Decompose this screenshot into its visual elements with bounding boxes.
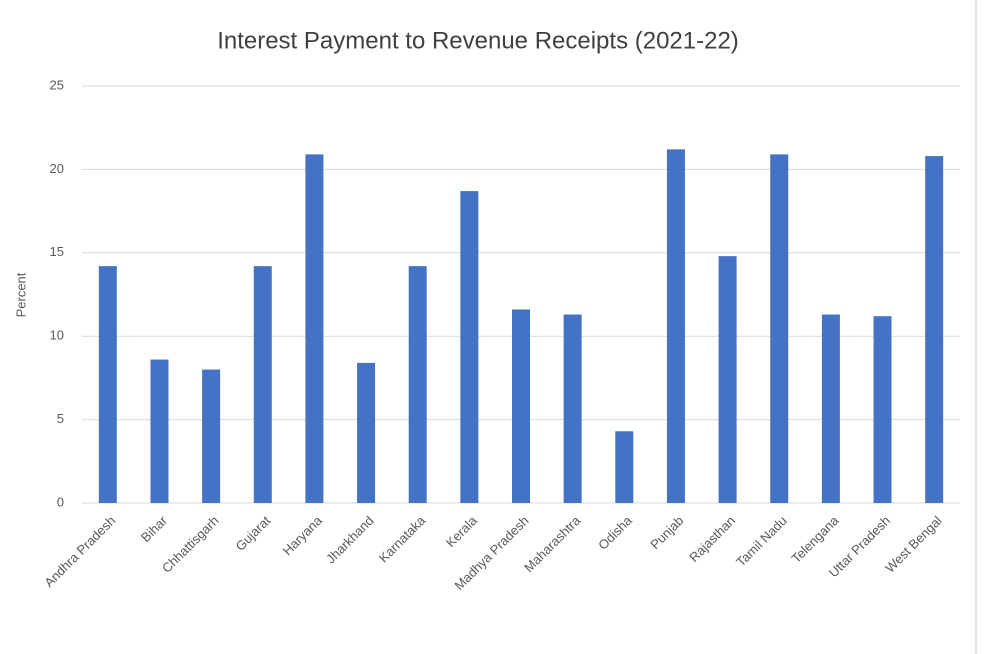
bar (150, 359, 169, 503)
x-tick-label: Haryana (280, 512, 326, 558)
y-tick-label: 20 (50, 161, 64, 176)
x-tick-label: Telengana (788, 512, 842, 566)
bar (718, 256, 737, 503)
bar (666, 149, 685, 503)
bar (460, 191, 479, 504)
x-tick-label: Kerala (443, 512, 481, 550)
bar (202, 369, 221, 503)
x-tick-label: Maharashtra (521, 512, 584, 575)
bar (821, 314, 840, 503)
bar (98, 266, 117, 503)
bar (873, 316, 892, 503)
bar (305, 154, 324, 503)
y-axis-label: Percent (13, 272, 28, 317)
x-tick-label: Rajasthan (686, 513, 738, 565)
x-tick-label: Bihar (138, 512, 171, 545)
bar (357, 362, 376, 503)
y-tick-label: 15 (50, 244, 64, 259)
x-tick-label: Gujarat (233, 513, 274, 554)
x-tick-label: Odisha (595, 512, 635, 552)
bar (512, 309, 530, 503)
x-tick-label: Jharkhand (323, 513, 377, 567)
chart-title: Interest Payment to Revenue Receipts (20… (217, 27, 739, 54)
y-tick-label: 10 (50, 328, 64, 343)
x-tick-label: Andhra Pradesh (41, 513, 118, 590)
bar (253, 266, 272, 503)
y-tick-label: 5 (57, 411, 64, 426)
y-tick-label: 0 (57, 494, 64, 509)
bar (925, 156, 944, 503)
x-tick-label: Punjab (647, 513, 686, 552)
x-tick-label: Tamil Nadu (733, 513, 790, 570)
bar (563, 314, 582, 503)
bar (408, 266, 427, 503)
bar (615, 431, 634, 503)
y-tick-label: 25 (50, 77, 64, 92)
bar (770, 154, 789, 503)
x-tick-label: Karnataka (376, 512, 429, 565)
